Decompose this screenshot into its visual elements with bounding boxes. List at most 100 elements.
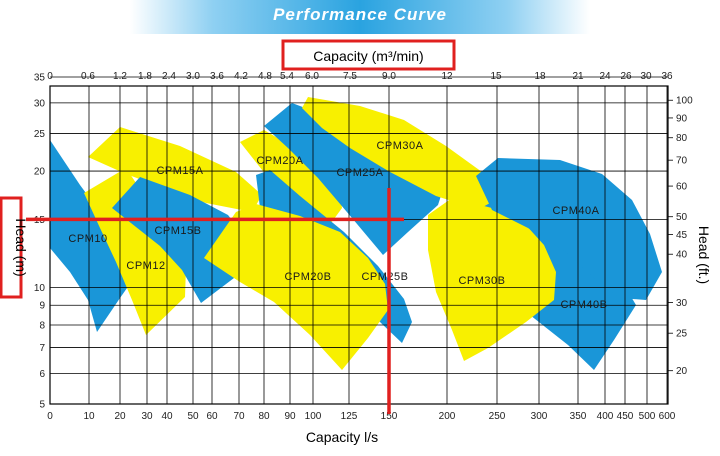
- label-cpm12: CPM12: [126, 260, 165, 272]
- region-cpm20a: [240, 130, 342, 230]
- tick-labels: 0 10 20 30 40 50 60 70 80 90 100 125 150 200 250 300 350…: [34, 71, 693, 422]
- tick-top-3.0: 3.0: [186, 71, 200, 82]
- tick-bottom-30: 30: [141, 411, 153, 422]
- label-cpm25a: CPM25A: [336, 167, 383, 179]
- label-cpm30b: CPM30B: [458, 275, 505, 287]
- tick-top-4.2: 4.2: [234, 71, 248, 82]
- tick-bottom-70: 70: [233, 411, 245, 422]
- left-axis-title: Head (m): [13, 218, 29, 276]
- region-cpm25a: [264, 103, 446, 255]
- grid: [49, 76, 669, 405]
- label-cpm30a: CPM30A: [376, 140, 423, 152]
- region-cpm30b: [428, 198, 556, 361]
- tick-top-30: 30: [640, 71, 652, 82]
- tick-top-36: 36: [661, 71, 673, 82]
- label-cpm40b: CPM40B: [560, 299, 607, 311]
- plot-frame: [49, 85, 669, 405]
- tick-right-80: 80: [676, 133, 688, 144]
- tick-bottom-450: 450: [617, 411, 634, 422]
- region-cpm30a: [302, 97, 504, 215]
- region-cpm10: [50, 140, 134, 332]
- tick-left-10: 10: [34, 283, 46, 294]
- tick-left-5: 5: [39, 400, 45, 411]
- tick-top-2.4: 2.4: [162, 71, 176, 82]
- tick-left-25: 25: [34, 129, 46, 140]
- right-axis-title: Head (ft.): [696, 226, 712, 284]
- tick-bottom-600: 600: [659, 411, 676, 422]
- tick-bottom-80: 80: [258, 411, 270, 422]
- tick-top-0: 0: [47, 71, 53, 82]
- top-axis-title-box: [281, 39, 456, 71]
- tick-right-60: 60: [676, 182, 688, 193]
- curve-regions: [50, 97, 662, 370]
- tick-top-21: 21: [572, 71, 584, 82]
- label-cpm10: CPM10: [68, 233, 107, 245]
- tick-top-1.2: 1.2: [113, 71, 127, 82]
- tick-bottom-500: 500: [639, 411, 656, 422]
- tick-top-1.8: 1.8: [138, 71, 152, 82]
- tick-right-70: 70: [676, 156, 688, 167]
- region-cpm20b: [204, 204, 388, 370]
- tick-left-20: 20: [34, 167, 46, 178]
- tick-top-0.6: 0.6: [81, 71, 95, 82]
- tick-top-24: 24: [599, 71, 611, 82]
- region-cpm40a: [476, 158, 662, 300]
- tick-bottom-20: 20: [114, 411, 126, 422]
- tick-right-40: 40: [676, 250, 688, 261]
- tick-right-30: 30: [676, 298, 688, 309]
- tick-bottom-150: 150: [381, 411, 398, 422]
- region-cpm12: [84, 168, 186, 335]
- tick-right-50: 50: [676, 212, 688, 223]
- label-cpm20b: CPM20B: [284, 271, 331, 283]
- curve-labels: CPM10 CPM12 CPM15A CPM15B CPM20A CPM25B CPM25A…: [68, 140, 607, 311]
- tick-bottom-10: 10: [83, 411, 95, 422]
- tick-top-6.0: 6.0: [305, 71, 319, 82]
- tick-bottom-50: 50: [187, 411, 199, 422]
- tick-top-9.0: 9.0: [382, 71, 396, 82]
- tick-right-100: 100: [676, 96, 693, 107]
- tick-left-30: 30: [34, 98, 46, 109]
- tick-top-26: 26: [620, 71, 632, 82]
- label-cpm15b: CPM15B: [154, 225, 201, 237]
- tick-right-45: 45: [676, 230, 688, 241]
- tick-bottom-60: 60: [206, 411, 218, 422]
- tick-top-4.8: 4.8: [258, 71, 272, 82]
- tick-top-7.5: 7.5: [343, 71, 357, 82]
- tick-top-3.6: 3.6: [210, 71, 224, 82]
- tick-bottom-125: 125: [341, 411, 358, 422]
- label-cpm15a: CPM15A: [156, 165, 203, 177]
- tick-right-90: 90: [676, 113, 688, 124]
- title-banner: Performance Curve: [130, 0, 590, 34]
- tick-top-18: 18: [534, 71, 546, 82]
- tick-bottom-350: 350: [570, 411, 587, 422]
- tick-left-8: 8: [39, 321, 45, 332]
- tick-bottom-300: 300: [531, 411, 548, 422]
- tick-top-5.4: 5.4: [280, 71, 294, 82]
- label-cpm40a: CPM40A: [552, 205, 599, 217]
- tick-left-35: 35: [34, 73, 46, 84]
- left-axis-title-box: [0, 196, 23, 299]
- tick-bottom-100: 100: [305, 411, 322, 422]
- label-cpm20a: CPM20A: [256, 155, 303, 167]
- tick-bottom-40: 40: [161, 411, 173, 422]
- bottom-axis-title: Capacity l/s: [306, 429, 378, 445]
- tick-right-25: 25: [676, 329, 688, 340]
- tick-left-6: 6: [39, 369, 45, 380]
- tick-top-15: 15: [490, 71, 502, 82]
- region-cpm15a: [88, 127, 262, 212]
- tick-right-20: 20: [676, 366, 688, 377]
- selection-lines: [26, 188, 404, 414]
- chart-title: Performance Curve: [273, 5, 447, 24]
- tick-bottom-400: 400: [597, 411, 614, 422]
- tick-left-7: 7: [39, 343, 45, 354]
- tick-left-9: 9: [39, 301, 45, 312]
- tick-bottom-0: 0: [47, 411, 53, 422]
- tick-top-12: 12: [441, 71, 453, 82]
- tick-bottom-90: 90: [284, 411, 296, 422]
- tick-bottom-200: 200: [439, 411, 456, 422]
- tick-bottom-250: 250: [489, 411, 506, 422]
- top-axis-title: Capacity (m³/min): [313, 48, 423, 64]
- label-cpm25b: CPM25B: [361, 271, 408, 283]
